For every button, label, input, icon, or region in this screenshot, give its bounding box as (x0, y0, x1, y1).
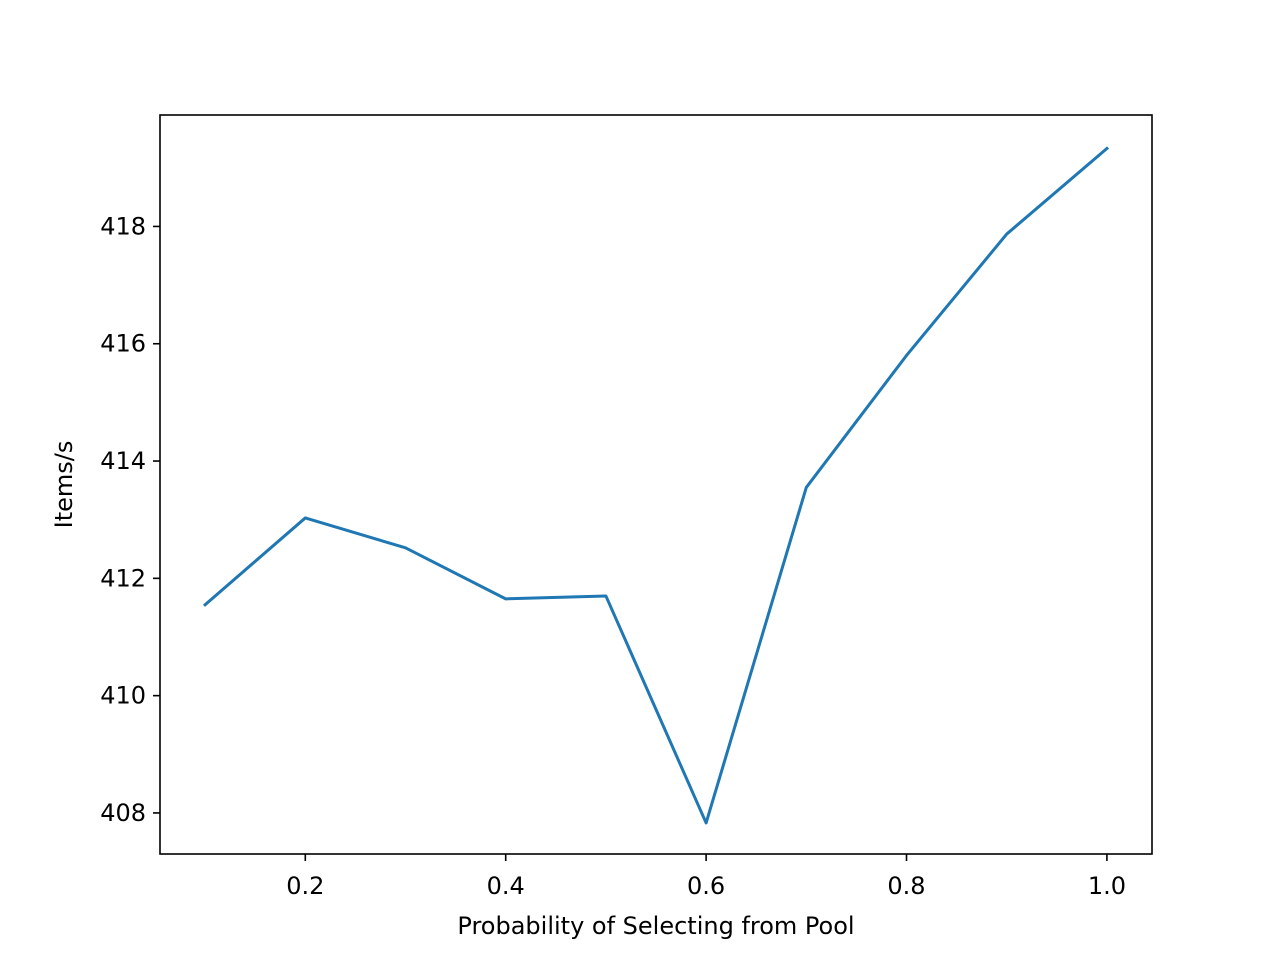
y-tick-label: 414 (100, 447, 146, 475)
y-tick-label: 408 (100, 799, 146, 827)
x-axis-ticks: 0.2 0.4 0.6 0.8 1.0 (286, 854, 1126, 900)
x-tick-label: 0.4 (487, 872, 525, 900)
y-tick-label: 412 (100, 564, 146, 592)
plot-frame (159, 114, 1153, 855)
series-layer (202, 146, 1110, 825)
x-tick-label: 1.0 (1088, 872, 1126, 900)
series-line (202, 146, 1110, 825)
y-axis-label: Items/s (50, 441, 78, 529)
x-axis-label: Probability of Selecting from Pool (457, 912, 854, 940)
x-tick-label: 0.2 (286, 872, 324, 900)
y-tick-label: 410 (100, 682, 146, 710)
x-tick-label: 0.8 (887, 872, 925, 900)
y-tick-label: 418 (100, 212, 146, 240)
y-axis-ticks: 408 410 412 414 416 418 (100, 212, 160, 827)
x-tick-label: 0.6 (687, 872, 725, 900)
y-tick-label: 416 (100, 330, 146, 358)
